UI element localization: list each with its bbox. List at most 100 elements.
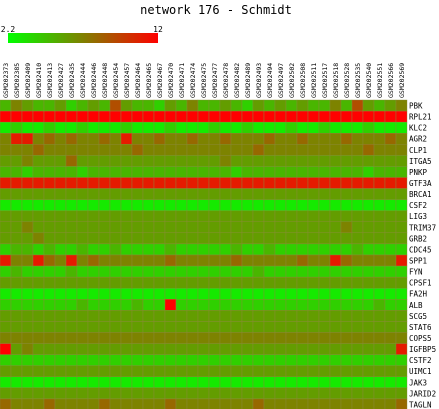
heatmap-cell <box>76 254 89 267</box>
heatmap-cell <box>296 177 309 189</box>
heatmap-cell <box>329 343 342 355</box>
heatmap-cell <box>109 321 122 333</box>
heatmap-cell <box>274 221 287 234</box>
heatmap-cell <box>329 221 342 234</box>
heatmap-cell <box>175 365 188 377</box>
heatmap-cell <box>153 343 166 355</box>
heatmap-cell <box>65 343 78 355</box>
heatmap-cell <box>109 398 122 409</box>
heatmap-cell <box>43 232 56 245</box>
heatmap-cell <box>131 221 144 234</box>
heatmap-cell <box>164 166 177 178</box>
heatmap-cell <box>208 254 221 267</box>
heatmap-cell <box>340 376 353 389</box>
heatmap-cell <box>373 199 386 211</box>
heatmap-cell <box>318 387 331 400</box>
heatmap-cell <box>109 188 122 200</box>
heatmap-cell <box>351 243 364 256</box>
heatmap-cell <box>219 243 232 256</box>
heatmap-cell <box>208 155 221 167</box>
heatmap-cell <box>164 332 177 344</box>
heatmap-cell <box>98 332 111 344</box>
heatmap-cell <box>131 332 144 344</box>
heatmap-cell <box>76 121 89 134</box>
heatmap-cell <box>351 199 364 211</box>
heatmap-cell <box>219 199 232 211</box>
heatmap-cell <box>296 299 309 311</box>
heatmap-cell <box>120 398 133 409</box>
heatmap-cell <box>43 321 56 333</box>
heatmap-cell <box>197 343 210 355</box>
heatmap-cell <box>241 110 254 123</box>
heatmap-cell <box>241 321 254 333</box>
heatmap-cell <box>285 321 298 333</box>
gene-label: BRCA1 <box>409 190 432 199</box>
heatmap-cell <box>340 166 353 178</box>
heatmap-cell <box>87 265 100 278</box>
heatmap-cell <box>186 265 199 278</box>
heatmap-cell <box>109 232 122 245</box>
heatmap-cell <box>263 365 276 377</box>
heatmap-cell <box>274 332 287 344</box>
heatmap-cell <box>175 210 188 222</box>
heatmap-cell <box>252 99 265 112</box>
heatmap-cell <box>98 254 111 267</box>
heatmap-cell <box>131 243 144 256</box>
heatmap-cell <box>32 398 45 409</box>
heatmap-cell <box>54 299 67 311</box>
heatmap-cell <box>65 387 78 400</box>
heatmap-cell <box>65 210 78 222</box>
heatmap-cell <box>285 387 298 400</box>
heatmap-cell <box>54 243 67 256</box>
heatmap-cell <box>10 155 23 167</box>
heatmap-cell <box>0 276 12 289</box>
heatmap-cell <box>76 221 89 234</box>
heatmap-cell <box>153 121 166 134</box>
heatmap-cell <box>120 265 133 278</box>
heatmap-cell <box>54 321 67 333</box>
heatmap-cell <box>208 144 221 156</box>
heatmap-cell <box>252 121 265 134</box>
heatmap-cell <box>120 321 133 333</box>
heatmap-cell <box>384 166 397 178</box>
heatmap-cell <box>142 310 155 322</box>
heatmap-cell <box>32 232 45 245</box>
heatmap-cell <box>164 387 177 400</box>
heatmap-cell <box>384 155 397 167</box>
heatmap-cell <box>208 166 221 178</box>
heatmap-cell <box>307 133 320 145</box>
heatmap-cell <box>98 177 111 189</box>
heatmap-cell <box>241 287 254 300</box>
heatmap-cell <box>120 343 133 355</box>
heatmap-cell <box>252 221 265 234</box>
heatmap-cell <box>120 188 133 200</box>
heatmap-cell <box>43 387 56 400</box>
heatmap-cell <box>362 199 375 211</box>
heatmap-cell <box>329 155 342 167</box>
heatmap-cell <box>351 287 364 300</box>
heatmap-cell <box>395 188 408 200</box>
heatmap-cell <box>384 199 397 211</box>
heatmap-cell <box>164 376 177 389</box>
heatmap-cell <box>98 188 111 200</box>
heatmap-cell <box>197 166 210 178</box>
heatmap-cell <box>263 376 276 389</box>
heatmap-cell <box>175 166 188 178</box>
heatmap-cell <box>274 310 287 322</box>
sample-label: GSM202489 <box>244 63 252 98</box>
heatmap-cell <box>197 110 210 123</box>
heatmap-cell <box>43 166 56 178</box>
heatmap-cell <box>230 232 243 245</box>
heatmap-cell <box>340 133 353 145</box>
heatmap-cell <box>98 265 111 278</box>
heatmap-cell <box>76 133 89 145</box>
heatmap-cell <box>395 166 408 178</box>
heatmap-cell <box>274 254 287 267</box>
heatmap-cell <box>0 243 12 256</box>
heatmap-cell <box>351 221 364 234</box>
heatmap-cell <box>208 398 221 409</box>
heatmap-cell <box>186 199 199 211</box>
heatmap-cell <box>219 287 232 300</box>
heatmap-cell <box>395 276 408 289</box>
heatmap-cell <box>252 188 265 200</box>
